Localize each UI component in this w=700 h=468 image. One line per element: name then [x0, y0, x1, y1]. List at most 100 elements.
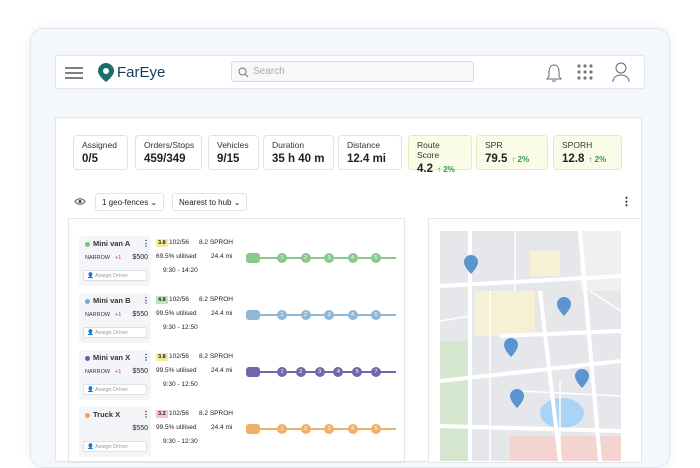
stat-label: Distance	[347, 140, 381, 150]
stat-label: Route Score	[417, 140, 440, 160]
route-row: Mini van X ⋮ NARROW +1 $550 👤 Assign Driver 3.…	[69, 347, 404, 403]
vehicle-menu[interactable]: ⋮	[142, 353, 150, 362]
stat-number: 79.5	[485, 153, 508, 165]
sort-filter[interactable]: Nearest to hub ⌄	[172, 193, 248, 211]
stat-change-value: 2%	[443, 165, 455, 174]
score-badge: 3.8	[156, 353, 168, 361]
vehicle-tag: NARROW	[85, 369, 111, 375]
stop-node: 2	[300, 253, 311, 263]
stop-node: 5	[371, 424, 381, 434]
vehicle-dot	[85, 242, 90, 247]
vehicle-card: Mini van X ⋮ NARROW +1 $550 👤 Assign Driver	[79, 350, 151, 400]
assign-label: Assign Driver	[95, 444, 128, 450]
score-badge: 4.8	[156, 296, 168, 304]
vehicle-card: Mini van A ⋮ NARROW +1 $500 👤 Assign Driver	[79, 236, 151, 286]
stat-change: ↑ 2%	[588, 155, 607, 164]
stop-node: 2	[300, 424, 311, 434]
page: FarEye Search 1 geo-fences ⌄ Nearest to …	[30, 28, 670, 468]
sproh: 8.2 SPROH	[199, 410, 233, 417]
stop-node: 4	[347, 253, 358, 263]
vehicle-price: $550	[132, 368, 148, 375]
distance: 24.4 mi	[211, 367, 233, 374]
time: 9:30 - 12:50	[163, 381, 198, 388]
eye-icon[interactable]	[74, 197, 86, 206]
stat-number: 12.4 mi	[347, 153, 386, 165]
hub-start	[246, 253, 260, 263]
assign-driver[interactable]: 👤 Assign Driver	[83, 441, 147, 452]
stat-card: SPR 79.5 ↑ 2%	[476, 135, 548, 170]
stat-label: Assigned	[82, 140, 117, 150]
vehicle-menu[interactable]: ⋮	[142, 296, 150, 305]
distance: 24.4 mi	[211, 253, 233, 260]
assign-driver[interactable]: 👤 Assign Driver	[83, 384, 147, 395]
vehicle-extra: +1	[115, 312, 122, 318]
stat-card: Duration 35 h 40 m	[263, 135, 334, 170]
vehicle-extra: +1	[115, 255, 122, 261]
stat-card: Vehicles 9/15	[208, 135, 259, 170]
load: 102/56	[169, 410, 189, 417]
vehicle-menu[interactable]: ⋮	[142, 239, 150, 248]
vehicle-price: $550	[132, 425, 148, 432]
stop-node: 3	[324, 310, 334, 320]
search-placeholder: Search	[253, 66, 285, 77]
stop-node: 1	[277, 253, 287, 263]
stat-card: Route Score 4.2 ↑ 2%	[408, 135, 472, 175]
stat-value: 79.5 ↑ 2%	[485, 153, 539, 165]
menu-icon[interactable]	[65, 67, 83, 79]
filter-label: 1 geo-fences	[102, 198, 149, 207]
vehicle-price: $500	[132, 254, 148, 261]
header-icons[interactable]	[545, 62, 645, 84]
stat-label: SPR	[485, 140, 503, 150]
more-menu[interactable]: ⋮	[621, 196, 632, 208]
time: 9:30 - 14:20	[163, 267, 198, 274]
score-badge: 3.8	[156, 239, 168, 247]
distance: 24.4 mi	[211, 310, 233, 317]
sproh: 8.2 SPROH	[199, 239, 233, 246]
stat-value: 9/15	[217, 153, 250, 165]
route-list: Mini van A ⋮ NARROW +1 $500 👤 Assign Driver 3.…	[68, 218, 405, 463]
vehicle-name: Mini van X	[93, 353, 131, 362]
assign-label: Assign Driver	[95, 330, 128, 336]
stat-label: Vehicles	[217, 140, 249, 150]
stat-card: Distance 12.4 mi	[338, 135, 402, 170]
stat-number: 35 h 40 m	[272, 153, 325, 165]
stop-node: 1	[277, 424, 287, 434]
utilised: 99.5% utilised	[156, 310, 197, 317]
stat-number: 459/349	[144, 153, 186, 165]
assign-driver[interactable]: 👤 Assign Driver	[83, 270, 147, 281]
time: 9:30 - 12:30	[163, 438, 198, 445]
stop-node: 7	[371, 367, 381, 377]
stat-label: Duration	[272, 140, 305, 150]
vehicle-name: Mini van A	[93, 239, 131, 248]
top-bar: FarEye Search	[55, 55, 645, 89]
sproh: 8.2 SPROH	[199, 353, 233, 360]
vehicle-price: $550	[132, 311, 148, 318]
stat-change: ↑ 2%	[437, 165, 455, 174]
utilised: 99.5% utilised	[156, 367, 197, 374]
stop-node: 3	[324, 253, 334, 263]
time: 9:30 - 12:50	[163, 324, 198, 331]
vehicle-extra: +1	[115, 369, 122, 375]
filter-label: Nearest to hub	[179, 198, 232, 207]
timeline-line	[246, 257, 396, 259]
stat-value: 35 h 40 m	[272, 153, 325, 165]
stat-number: 0/5	[82, 153, 98, 165]
score-badge: 3.2	[156, 410, 168, 418]
stat-value: 12.4 mi	[347, 153, 393, 165]
search-box[interactable]: Search	[231, 61, 474, 82]
vehicle-name: Mini van B	[93, 296, 131, 305]
stat-value: 459/349	[144, 153, 193, 165]
vehicle-card: Truck X ⋮ $550 👤 Assign Driver	[79, 407, 151, 457]
stat-card: Orders/Stops 459/349	[135, 135, 202, 170]
vehicle-tag: NARROW	[85, 255, 111, 261]
vehicle-menu[interactable]: ⋮	[142, 410, 150, 419]
stat-card: Assigned 0/5	[73, 135, 128, 170]
stop-node: 2	[295, 367, 306, 377]
assign-driver[interactable]: 👤 Assign Driver	[83, 327, 147, 338]
stat-label: SPORH	[562, 140, 593, 150]
stop-node: 3	[324, 424, 334, 434]
hub-start	[246, 367, 260, 377]
route-row: Mini van A ⋮ NARROW +1 $500 👤 Assign Driver 3.…	[69, 233, 404, 289]
geofence-filter[interactable]: 1 geo-fences ⌄	[95, 193, 165, 211]
timeline-line	[246, 314, 396, 316]
